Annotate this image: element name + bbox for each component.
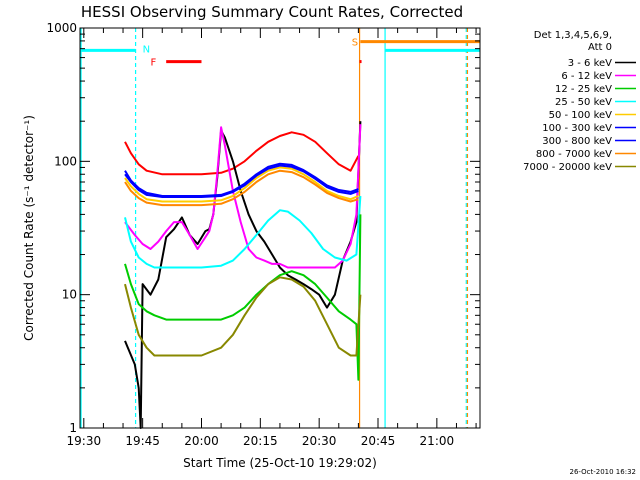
series-line-6: [124, 164, 359, 198]
legend-label: 6 - 12 keV: [561, 71, 612, 82]
date-stamp: 26-Oct-2010 16:32: [570, 468, 636, 476]
legend-label: 800 - 7000 keV: [536, 149, 612, 160]
series-line-3: [124, 195, 362, 269]
series-line-0: [124, 121, 362, 429]
y-tick-label: 1: [69, 421, 77, 435]
marker-label-N: N: [143, 45, 150, 56]
series-line-8: [124, 276, 362, 357]
chart-title: HESSI Observing Summary Count Rates, Cor…: [81, 3, 463, 21]
legend-label: 300 - 800 keV: [542, 136, 612, 147]
plot-frame: [79, 27, 481, 429]
series-line-1: [124, 124, 362, 269]
legend-label: 12 - 25 keV: [555, 84, 612, 95]
x-tick-label: 19:30: [67, 434, 102, 448]
series-line-2: [124, 214, 362, 381]
legend-label: 3 - 6 keV: [568, 58, 612, 69]
series-line-5: [124, 162, 359, 197]
x-tick-label: 19:45: [125, 434, 160, 448]
marker-label-F: F: [150, 58, 156, 69]
legend-label: 7000 - 20000 keV: [523, 162, 612, 173]
x-tick-label: 20:15: [243, 434, 278, 448]
marker-label-S: S: [352, 38, 358, 49]
legend-label: 50 - 100 keV: [549, 110, 613, 121]
series-line-7: [124, 169, 359, 207]
legend-header: Det 1,3,4,5,6,9,: [534, 30, 612, 41]
x-tick-label: 20:45: [361, 434, 396, 448]
x-tick-label: 20:30: [302, 434, 337, 448]
legend: Det 1,3,4,5,6,9,Att 0 3 - 6 keV 6 - 12 keV…: [523, 30, 636, 173]
y-axis-label: Corrected Count Rate (s⁻¹ detector⁻¹): [22, 115, 36, 341]
x-axis-label: Start Time (25-Oct-10 19:29:02): [183, 456, 377, 470]
y-tick-label: 1000: [46, 21, 77, 35]
x-tick-label: 20:00: [184, 434, 219, 448]
x-tick-label: 21:00: [420, 434, 455, 448]
legend-header: Att 0: [588, 42, 612, 53]
legend-label: 100 - 300 keV: [542, 123, 612, 134]
series-line-4: [124, 166, 359, 203]
legend-label: 25 - 50 keV: [555, 97, 612, 108]
y-tick-label: 10: [62, 288, 77, 302]
y-tick-label: 100: [54, 154, 77, 168]
series-line-9: [124, 131, 360, 176]
